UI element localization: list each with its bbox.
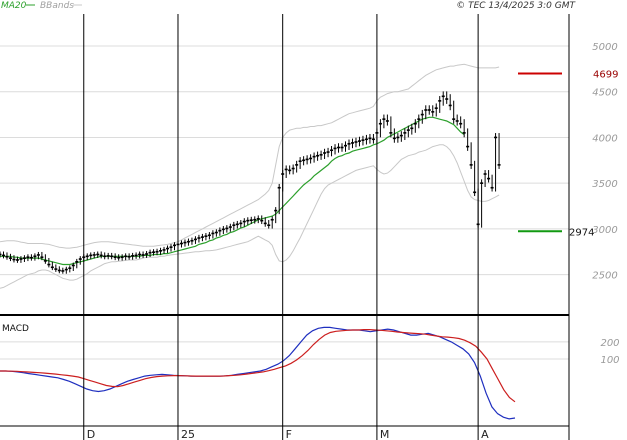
bbands-upper-line — [0, 63, 500, 249]
macd-tick-label: 100 — [600, 355, 619, 366]
signal-line — [0, 329, 516, 403]
macd-axis: 100 200 — [600, 338, 619, 366]
ma20-legend-label: MA20 — [1, 1, 27, 11]
price-tick-label: 3500 — [592, 179, 617, 190]
month-tick-label: A — [481, 428, 489, 440]
macd-lines — [0, 326, 516, 420]
price-levels: 4699 2974 — [518, 70, 618, 238]
month-tick-label: D — [87, 428, 95, 440]
price-candles — [0, 91, 501, 274]
price-tick-label: 4000 — [592, 133, 617, 144]
price-tick-label: 3000 — [592, 225, 617, 236]
price-tick-label: 4500 — [592, 88, 617, 99]
price-tick-label: 2500 — [592, 271, 617, 282]
bbands-lower-line — [0, 144, 500, 289]
time-axis: D 25 F M A — [83, 14, 489, 440]
support-label: 2974 — [569, 227, 594, 238]
macd-tick-label: 200 — [600, 338, 619, 349]
bbands-legend-label: BBands — [40, 1, 74, 11]
price-tick-label: 5000 — [592, 42, 617, 53]
bbands-lines — [0, 63, 500, 289]
price-axis: 2500 3000 3500 4000 4500 5000 — [592, 42, 617, 282]
month-tick-label: M — [380, 428, 390, 440]
copyright-text: © TEC 13/4/2025 3:0 GMT — [456, 1, 576, 11]
resistance-label: 4699 — [593, 70, 618, 81]
price-grid — [0, 45, 569, 276]
macd-line — [0, 326, 516, 420]
month-tick-label: F — [286, 428, 292, 440]
macd-title: MACD — [2, 324, 29, 334]
month-tick-label: 25 — [181, 428, 195, 440]
